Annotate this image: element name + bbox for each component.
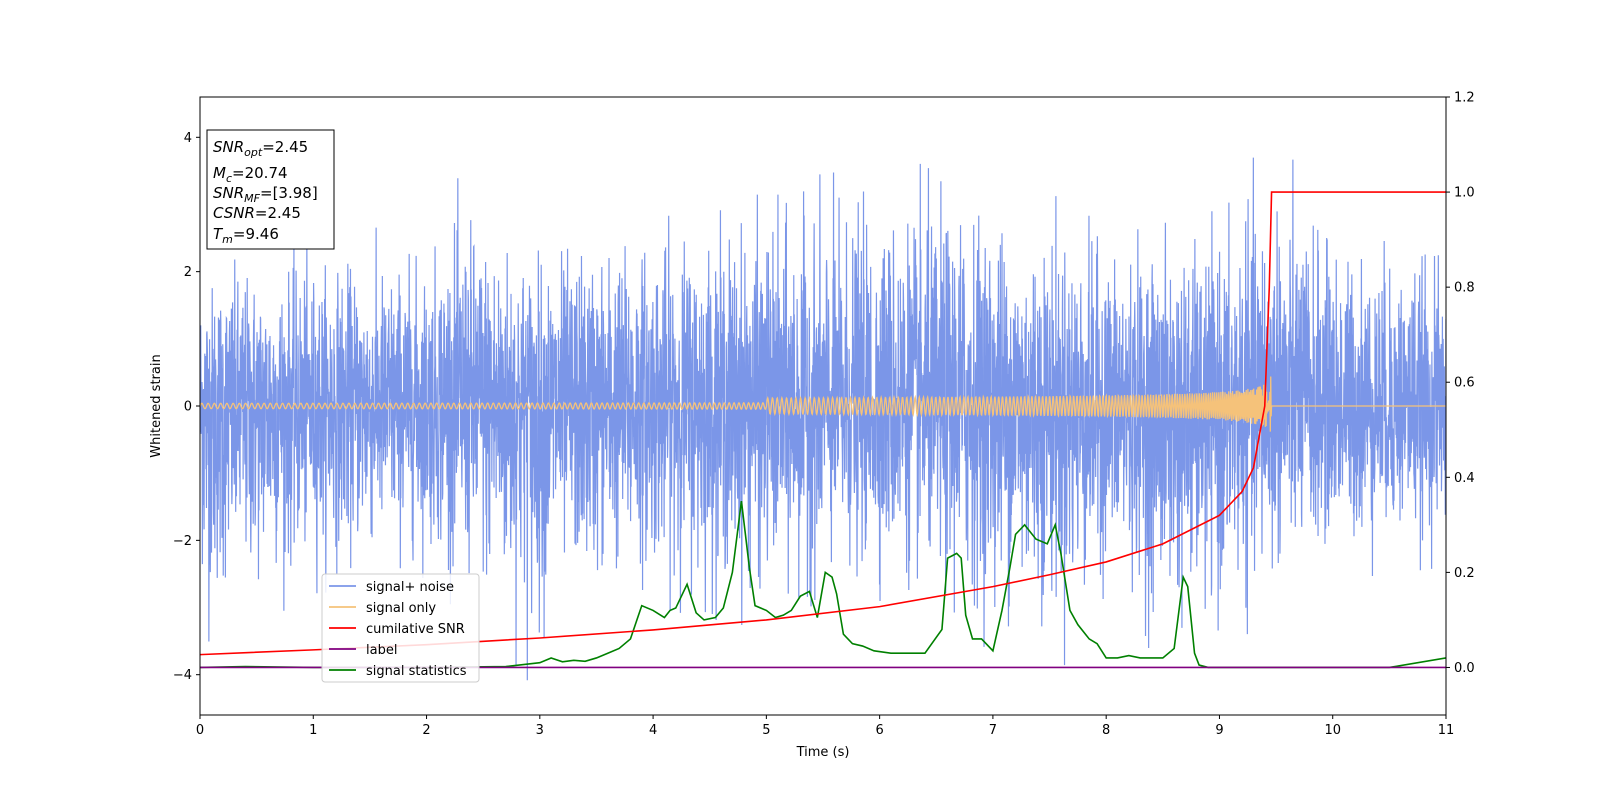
x-tick-label: 0 — [196, 723, 204, 738]
legend-item-signal-statistics: signal statistics — [366, 664, 467, 679]
series-line-signal-statistics — [200, 500, 1446, 669]
y-tick-label: −4 — [173, 668, 192, 683]
y2-tick-label: 0.6 — [1454, 376, 1475, 391]
y2-tick-label: 0.0 — [1454, 661, 1475, 676]
legend-item-cumulative-snr: cumilative SNR — [366, 622, 465, 637]
legend-item-label: label — [366, 643, 397, 658]
y2-tick-label: 0.2 — [1454, 566, 1475, 581]
series-line-signal-only — [200, 376, 1446, 432]
legend-frame — [321, 573, 480, 683]
x-tick-label: 2 — [422, 723, 430, 738]
y2-tick-label: 1.2 — [1454, 91, 1475, 106]
y-tick-label: 2 — [184, 265, 192, 280]
legend-item-signal-only: signal only — [366, 601, 436, 616]
x-tick-label: 7 — [989, 723, 997, 738]
axis-layer: 0 1 2 3 4 5 6 7 8 9 10 11 −4 −2 0 2 4 0.0 0.2 0.4 0.6 0.8 1.0 1… — [173, 91, 1475, 739]
x-tick-label: 9 — [1215, 723, 1223, 738]
legend-item-signal-noise: signal+ noise — [366, 580, 454, 595]
info-line: SNRMF=[3.98] — [213, 184, 318, 205]
y2-tick-label: 1.0 — [1454, 186, 1475, 201]
y-tick-label: −2 — [173, 534, 192, 549]
info-line: SNRopt=2.45 — [213, 138, 308, 159]
x-tick-label: 10 — [1324, 723, 1341, 738]
y2-tick-label: 0.4 — [1454, 471, 1475, 486]
x-tick-label: 3 — [536, 723, 544, 738]
x-tick-label: 11 — [1438, 723, 1455, 738]
x-axis-label: Time (s) — [796, 745, 850, 760]
x-tick-label: 1 — [309, 723, 317, 738]
info-box: SNRopt=2.45 Mc=20.74SNRMF=[3.98]CSNR=2.45… — [206, 129, 335, 250]
info-box-frame — [206, 129, 335, 250]
info-line: Tm=9.46 — [213, 225, 279, 246]
legend: signal+ noise signal only cumilative SNR la… — [321, 573, 480, 683]
info-line: Mc=20.74 — [213, 164, 288, 185]
y-tick-label: 4 — [184, 131, 192, 146]
series-line-cumulative-snr — [200, 191, 1446, 656]
info-line: CSNR=2.45 — [213, 204, 301, 222]
y-axis-label: Whitened strain — [149, 354, 164, 457]
y2-tick-label: 0.8 — [1454, 281, 1475, 296]
x-tick-label: 8 — [1102, 723, 1110, 738]
x-tick-label: 4 — [649, 723, 657, 738]
y-tick-label: 0 — [184, 400, 192, 415]
x-tick-label: 6 — [875, 723, 883, 738]
x-tick-label: 5 — [762, 723, 770, 738]
